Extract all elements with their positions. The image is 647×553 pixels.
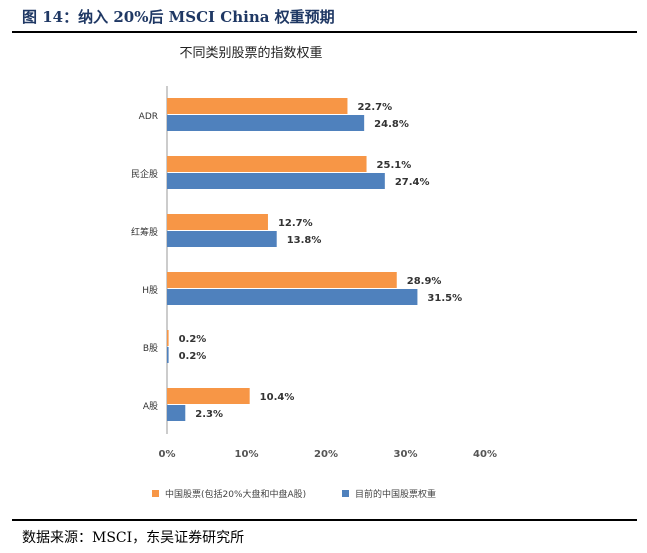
bar-new bbox=[167, 156, 367, 172]
bar-new bbox=[167, 98, 348, 114]
category-label: 红筹股 bbox=[131, 226, 158, 238]
bar-current bbox=[167, 231, 277, 247]
bar-new bbox=[167, 214, 268, 230]
data-label: 10.4% bbox=[260, 392, 295, 403]
chart-title: 不同类别股票的指数权重 bbox=[179, 45, 322, 61]
legend-label: 目前的中国股票权重 bbox=[355, 488, 436, 500]
source-note: 数据来源：MSCI，东吴证券研究所 bbox=[22, 530, 245, 546]
x-tick-label: 30% bbox=[394, 449, 418, 460]
data-label: 31.5% bbox=[427, 293, 462, 304]
data-label: 2.3% bbox=[195, 409, 223, 420]
data-label: 12.7% bbox=[278, 218, 313, 229]
bar-new bbox=[167, 272, 397, 288]
bar-current bbox=[167, 289, 418, 305]
legend-swatch bbox=[342, 490, 349, 497]
data-label: 28.9% bbox=[407, 276, 442, 287]
bar-chart: 不同类别股票的指数权重 ADR 22.7% 24.8% 民企股 25.1% 27.4% 红筹股… bbox=[131, 45, 497, 500]
data-label: 0.2% bbox=[179, 334, 207, 345]
bar-new bbox=[167, 330, 169, 346]
bar-new bbox=[167, 388, 250, 404]
x-tick-label: 10% bbox=[235, 449, 259, 460]
bar-current bbox=[167, 115, 365, 131]
category-label: 民企股 bbox=[131, 168, 158, 180]
category-label: B股 bbox=[143, 343, 158, 354]
x-tick-label: 40% bbox=[473, 449, 497, 460]
bar-current bbox=[167, 347, 169, 363]
data-label: 25.1% bbox=[377, 160, 412, 171]
bottom-rule bbox=[12, 519, 637, 521]
data-label: 0.2% bbox=[179, 351, 207, 362]
bar-current bbox=[167, 173, 385, 189]
x-tick-label: 0% bbox=[159, 449, 176, 460]
category-label: ADR bbox=[139, 112, 158, 122]
x-tick-label: 20% bbox=[314, 449, 338, 460]
legend-label: 中国股票(包括20%大盘和中盘A股) bbox=[165, 488, 306, 500]
figure-title: 图 14：纳入 20%后 MSCI China 权重预期 bbox=[22, 8, 335, 26]
legend-swatch bbox=[152, 490, 159, 497]
data-label: 22.7% bbox=[357, 102, 392, 113]
top-rule bbox=[12, 31, 637, 33]
data-label: 27.4% bbox=[395, 177, 430, 188]
bar-current bbox=[167, 405, 186, 421]
data-label: 24.8% bbox=[374, 119, 409, 130]
category-label: A股 bbox=[143, 401, 158, 412]
data-label: 13.8% bbox=[287, 235, 322, 246]
category-label: H股 bbox=[142, 285, 158, 296]
